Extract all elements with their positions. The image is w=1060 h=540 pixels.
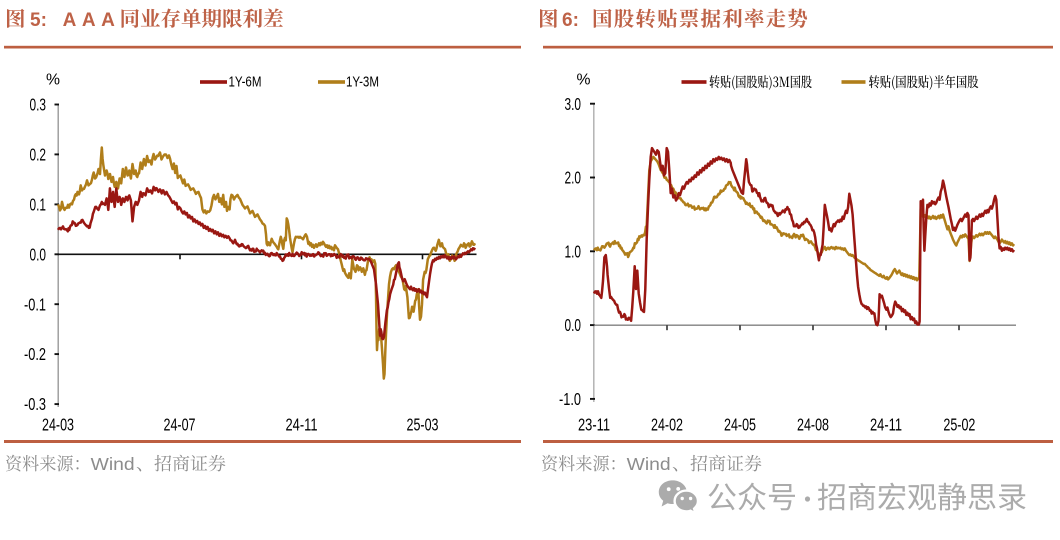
svg-text:Wind: Wind <box>91 454 135 474</box>
svg-text:0.1: 0.1 <box>30 195 47 215</box>
svg-text:24-07: 24-07 <box>164 415 196 435</box>
svg-text:%: % <box>46 72 60 89</box>
svg-text:24-11: 24-11 <box>870 415 902 435</box>
svg-text:24-05: 24-05 <box>724 415 756 435</box>
svg-text:24-08: 24-08 <box>797 415 829 435</box>
svg-text:24-02: 24-02 <box>651 415 683 435</box>
svg-text:3.0: 3.0 <box>565 94 582 114</box>
svg-text:1Y-3M: 1Y-3M <box>346 75 379 91</box>
svg-text:-0.3: -0.3 <box>24 394 46 414</box>
svg-text:23-11: 23-11 <box>578 415 610 435</box>
svg-text:5:: 5: <box>30 10 47 31</box>
svg-text:-0.2: -0.2 <box>24 344 46 364</box>
svg-text:25-03: 25-03 <box>407 415 439 435</box>
svg-text:0.3: 0.3 <box>30 95 47 115</box>
svg-text:Wind: Wind <box>627 454 671 474</box>
svg-text:1.0: 1.0 <box>565 241 582 261</box>
svg-text:1Y-6M: 1Y-6M <box>229 75 262 91</box>
svg-text:24-03: 24-03 <box>42 415 74 435</box>
svg-text:25-02: 25-02 <box>943 415 975 435</box>
svg-text:0.2: 0.2 <box>30 145 47 165</box>
svg-text:6:: 6: <box>562 10 579 31</box>
svg-text:24-11: 24-11 <box>286 415 318 435</box>
svg-text:-0.1: -0.1 <box>24 294 46 314</box>
svg-text:0.0: 0.0 <box>565 315 582 335</box>
svg-text:-1.0: -1.0 <box>559 389 581 409</box>
svg-text:2.0: 2.0 <box>565 168 582 188</box>
svg-text:0.0: 0.0 <box>30 244 47 264</box>
svg-text:AAA: AAA <box>63 10 115 31</box>
svg-text:%: % <box>577 72 591 89</box>
